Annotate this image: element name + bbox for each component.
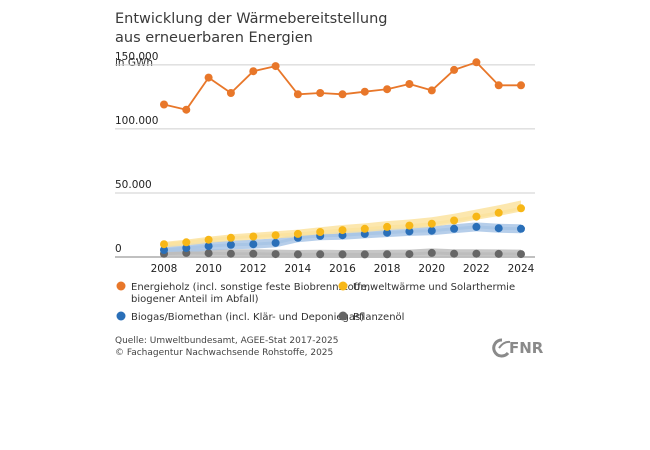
point-umwelt-2024 bbox=[517, 204, 525, 213]
legend-marker-biogas bbox=[116, 311, 126, 321]
point-umwelt-2019 bbox=[405, 221, 414, 230]
point-oel-2019 bbox=[405, 250, 414, 259]
point-holz-2012 bbox=[249, 67, 258, 76]
point-holz-2013 bbox=[271, 62, 280, 71]
point-biogas-2010 bbox=[204, 242, 213, 251]
point-umwelt-2017 bbox=[360, 224, 369, 233]
point-umwelt-2020 bbox=[427, 219, 436, 228]
point-biogas-2019 bbox=[405, 227, 414, 236]
point-holz-2022 bbox=[472, 58, 481, 67]
legend-marker-umweltwaerme bbox=[338, 281, 348, 291]
chart-title-line-1: Entwicklung der Wärmebereitstellung bbox=[115, 11, 387, 27]
point-oel-2022 bbox=[472, 249, 481, 258]
point-biogas-2020 bbox=[427, 226, 436, 235]
y-tick-label: 100.000 bbox=[115, 115, 158, 127]
legend-marker-energieholz bbox=[116, 281, 126, 291]
legend-label-energieholz-line-1: Energieholz (incl. sonstige feste Biobre… bbox=[131, 282, 370, 293]
point-holz-2015 bbox=[316, 89, 325, 97]
point-biogas-2024 bbox=[517, 224, 525, 233]
point-oel-2011 bbox=[226, 249, 235, 258]
legend-label-biogas: Biogas/Biomethan (incl. Klär- und Deponi… bbox=[131, 312, 364, 323]
point-oel-2017 bbox=[360, 250, 369, 259]
y-tick-label: 150.000 bbox=[115, 51, 158, 63]
point-holz-2021 bbox=[450, 65, 459, 74]
point-holz-2009 bbox=[182, 105, 191, 114]
point-biogas-2021 bbox=[450, 224, 459, 233]
point-umwelt-2013 bbox=[271, 231, 280, 240]
series-line-holz bbox=[163, 61, 521, 111]
point-holz-2019 bbox=[405, 80, 414, 88]
chart-title-line-2: aus erneuerbaren Energien bbox=[115, 30, 313, 46]
point-umwelt-2016 bbox=[338, 226, 347, 235]
x-tick-label: 2014 bbox=[285, 263, 312, 275]
point-biogas-2008 bbox=[160, 246, 168, 254]
fnr-logo-leaf-icon bbox=[498, 340, 511, 349]
point-oel-2015 bbox=[316, 250, 325, 259]
point-umwelt-2015 bbox=[316, 228, 325, 236]
fnr-logo: FNR bbox=[492, 338, 544, 358]
source-line-2: © Fachagentur Nachwachsende Rohstoffe, 2… bbox=[115, 348, 333, 358]
point-oel-2013 bbox=[271, 250, 280, 259]
point-umwelt-2012 bbox=[249, 232, 258, 241]
point-biogas-2023 bbox=[494, 224, 503, 233]
point-holz-2017 bbox=[360, 87, 369, 96]
point-umwelt-2021 bbox=[450, 216, 459, 225]
x-tick-label: 2012 bbox=[240, 263, 267, 275]
point-biogas-2009 bbox=[182, 244, 191, 252]
point-oel-2012 bbox=[249, 249, 258, 258]
point-umwelt-2009 bbox=[182, 238, 191, 247]
legend: Energieholz (incl. sonstige feste Biobre… bbox=[116, 281, 515, 323]
x-axis-labels: 2008 2010 2012 2014 2016 2018 2020 2022 2024 bbox=[151, 263, 535, 275]
series-points bbox=[160, 58, 525, 259]
point-umwelt-2023 bbox=[494, 208, 503, 217]
legend-label-pflanzenoel: Pflanzenöl bbox=[353, 312, 404, 323]
point-oel-2024 bbox=[517, 250, 525, 259]
y-axis-labels: 0 50.000 100.000 150.000 bbox=[115, 51, 158, 255]
point-umwelt-2022 bbox=[472, 212, 481, 221]
point-holz-2011 bbox=[226, 89, 235, 97]
x-tick-label: 2022 bbox=[463, 263, 490, 275]
point-holz-2018 bbox=[383, 85, 392, 94]
point-oel-2021 bbox=[450, 249, 459, 258]
legend-marker-pflanzenoel bbox=[338, 311, 348, 321]
point-umwelt-2011 bbox=[226, 233, 235, 242]
source-line-1: Quelle: Umweltbundesamt, AGEE-Stat 2017-… bbox=[115, 336, 338, 346]
x-tick-label: 2010 bbox=[195, 263, 222, 275]
point-umwelt-2010 bbox=[204, 235, 213, 244]
x-tick-label: 2020 bbox=[418, 263, 445, 275]
point-umwelt-2014 bbox=[293, 229, 302, 238]
point-holz-2020 bbox=[427, 86, 436, 95]
point-oel-2010 bbox=[204, 249, 213, 258]
legend-label-umweltwaerme: Umweltwärme und Solarthermie bbox=[353, 282, 515, 293]
point-oel-2014 bbox=[293, 250, 302, 259]
point-holz-2010 bbox=[204, 73, 213, 82]
y-axis-unit: in GWh bbox=[115, 57, 153, 69]
fnr-logo-icon bbox=[492, 338, 510, 358]
point-biogas-2012 bbox=[249, 240, 258, 249]
point-oel-2023 bbox=[494, 249, 503, 258]
x-tick-label: 2018 bbox=[374, 263, 401, 275]
fnr-logo-text: FNR bbox=[509, 339, 544, 357]
y-tick-label: 0 bbox=[115, 243, 122, 255]
point-biogas-2018 bbox=[383, 228, 392, 237]
point-holz-2014 bbox=[293, 90, 302, 99]
point-biogas-2013 bbox=[271, 238, 280, 247]
point-oel-2020 bbox=[427, 248, 436, 257]
point-holz-2016 bbox=[338, 90, 347, 99]
x-tick-label: 2016 bbox=[329, 263, 356, 275]
point-oel-2016 bbox=[338, 250, 347, 259]
point-umwelt-2018 bbox=[383, 222, 392, 231]
x-tick-label: 2008 bbox=[151, 263, 178, 275]
point-holz-2024 bbox=[517, 81, 525, 90]
point-biogas-2022 bbox=[472, 222, 481, 231]
point-oel-2018 bbox=[383, 250, 392, 259]
point-holz-2008 bbox=[160, 100, 168, 109]
legend-label-energieholz-line-2: biogener Anteil im Abfall) bbox=[131, 294, 259, 305]
point-umwelt-2008 bbox=[160, 240, 168, 249]
x-tick-label: 2024 bbox=[508, 263, 535, 275]
y-tick-label: 50.000 bbox=[115, 179, 152, 191]
point-biogas-2011 bbox=[226, 240, 235, 249]
point-holz-2023 bbox=[494, 81, 503, 90]
